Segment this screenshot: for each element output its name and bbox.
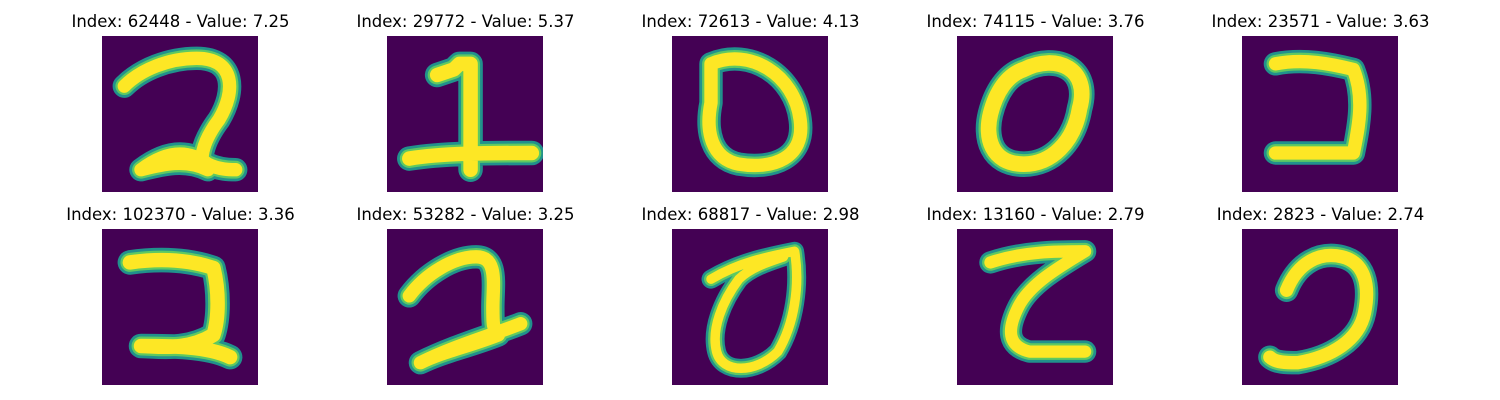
- digit-image: [387, 36, 543, 192]
- digit-image: [957, 229, 1113, 385]
- digit-image: [672, 36, 828, 192]
- image-cell-9: Index: 13160 - Value: 2.79: [893, 205, 1178, 395]
- image-cell-7: Index: 53282 - Value: 3.25: [323, 205, 608, 395]
- image-title: Index: 68817 - Value: 2.98: [641, 205, 860, 224]
- image-title: Index: 29772 - Value: 5.37: [356, 12, 575, 31]
- digit-image: [102, 36, 258, 192]
- image-title: Index: 102370 - Value: 3.36: [66, 205, 295, 224]
- image-title: Index: 53282 - Value: 3.25: [356, 205, 575, 224]
- image-cell-5: Index: 23571 - Value: 3.63: [1178, 12, 1463, 202]
- image-cell-1: Index: 62448 - Value: 7.25: [38, 12, 323, 202]
- digit-image: [957, 36, 1113, 192]
- image-cell-3: Index: 72613 - Value: 4.13: [608, 12, 893, 202]
- digit-image: [387, 229, 543, 385]
- image-cell-2: Index: 29772 - Value: 5.37: [323, 12, 608, 202]
- image-cell-8: Index: 68817 - Value: 2.98: [608, 205, 893, 395]
- digit-image: [1242, 36, 1398, 192]
- image-title: Index: 13160 - Value: 2.79: [926, 205, 1145, 224]
- image-cell-10: Index: 2823 - Value: 2.74: [1178, 205, 1463, 395]
- digit-image: [672, 229, 828, 385]
- image-title: Index: 62448 - Value: 7.25: [71, 12, 290, 31]
- image-title: Index: 72613 - Value: 4.13: [641, 12, 860, 31]
- image-cell-4: Index: 74115 - Value: 3.76: [893, 12, 1178, 202]
- image-title: Index: 23571 - Value: 3.63: [1211, 12, 1430, 31]
- image-title: Index: 2823 - Value: 2.74: [1216, 205, 1425, 224]
- image-cell-6: Index: 102370 - Value: 3.36: [38, 205, 323, 395]
- digit-image: [102, 229, 258, 385]
- digit-image: [1242, 229, 1398, 385]
- image-title: Index: 74115 - Value: 3.76: [926, 12, 1145, 31]
